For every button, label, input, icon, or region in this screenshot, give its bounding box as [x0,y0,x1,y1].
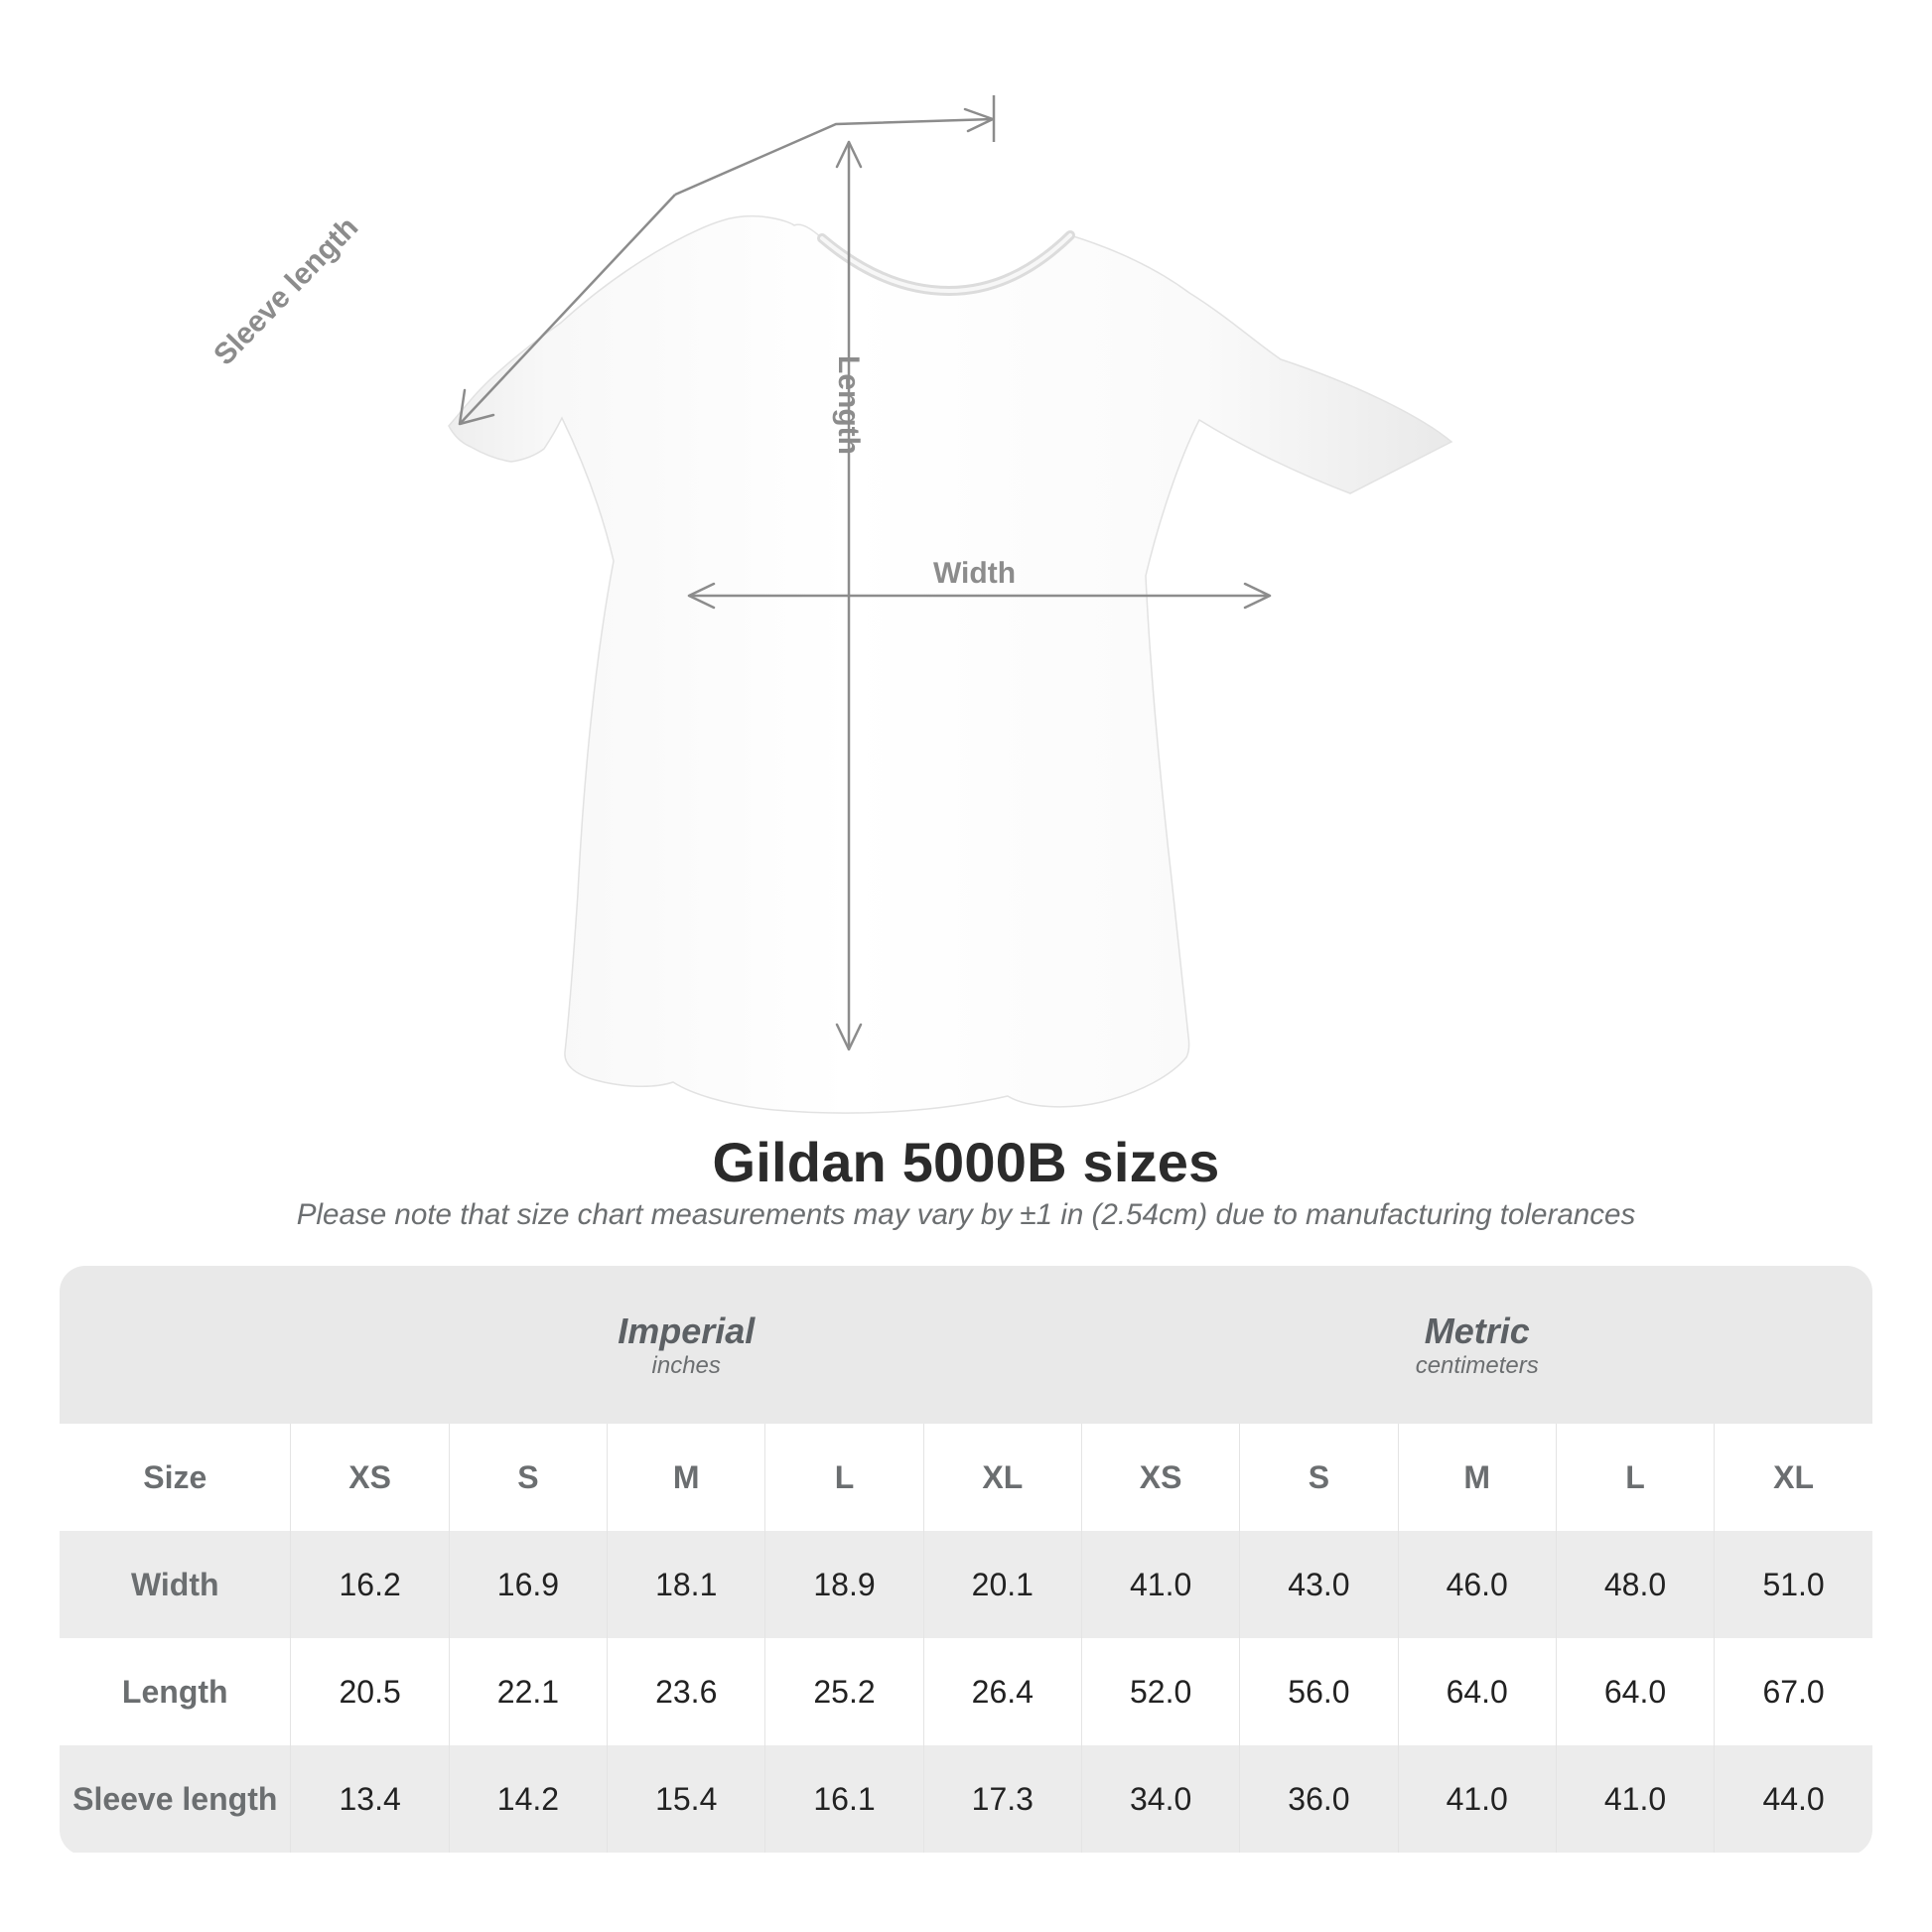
svg-text:Length: Length [832,355,865,455]
svg-text:Sleeve length: Sleeve length [207,210,364,371]
svg-text:Width: Width [933,557,1016,590]
